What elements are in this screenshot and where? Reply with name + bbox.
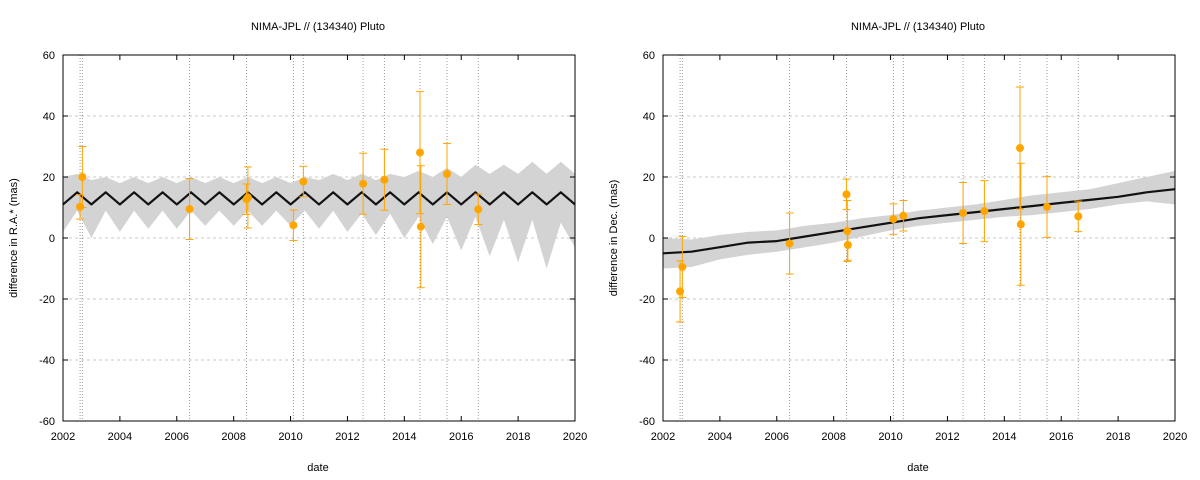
x-tick-label: 2002 (51, 431, 75, 443)
y-tick-label: -60 (39, 416, 55, 428)
data-point (676, 287, 685, 296)
data-point (380, 175, 389, 184)
data-point (299, 177, 308, 186)
data-point (1015, 144, 1024, 153)
data-point (76, 202, 85, 211)
y-tick-label: 0 (49, 233, 55, 245)
data-point (980, 207, 989, 216)
data-point (1074, 212, 1083, 221)
x-tick-label: 2006 (165, 431, 189, 443)
chart-dec: NIMA-JPL // (134340) Pluto date differen… (608, 21, 1187, 474)
x-tick-label: 2014 (392, 431, 416, 443)
data-point (785, 239, 794, 248)
x-tick-label: 2018 (1106, 431, 1130, 443)
x-tick-label: 2020 (1163, 431, 1187, 443)
chart-dec-ylabel: difference in Dec. (mas) (608, 180, 620, 297)
data-point (1016, 220, 1025, 229)
data-point (289, 221, 298, 230)
x-tick-label: 2014 (992, 431, 1016, 443)
chart-dec-plot-area: -60 -40 -20 0 20 40 60 2002 2004 2006 2008 2010 2012… (639, 50, 1187, 443)
x-tick-label: 2018 (506, 431, 530, 443)
y-tick-label: -40 (639, 355, 655, 367)
x-tick-label: 2010 (878, 431, 902, 443)
data-point (415, 148, 424, 157)
data-point (678, 262, 687, 271)
data-point (416, 222, 425, 231)
chart-ra-plot-area: -60 -40 -20 0 20 40 60 2002 2004 2006 2008 2010 2012… (39, 50, 587, 443)
x-tick-label: 2010 (278, 431, 302, 443)
x-tick-label: 2012 (335, 431, 359, 443)
x-tick-label: 2006 (765, 431, 789, 443)
data-point (899, 211, 908, 220)
data-point (185, 205, 194, 214)
plot-frame (62, 54, 576, 422)
x-tick-label: 2008 (821, 431, 845, 443)
chart-dec-title: NIMA-JPL // (134340) Pluto (851, 21, 985, 33)
y-tick-label: 60 (43, 50, 55, 62)
data-point (1043, 202, 1051, 211)
y-tick-label: 0 (649, 233, 655, 245)
data-point (843, 241, 852, 250)
y-tick-label: 20 (43, 172, 55, 184)
y-tick-label: 60 (643, 50, 655, 62)
x-tick-label: 2012 (935, 431, 959, 443)
uncertainty-band (63, 161, 575, 269)
x-tick-label: 2020 (563, 431, 587, 443)
chart-ra-title: NIMA-JPL // (134340) Pluto (251, 21, 385, 33)
chart-ra-xlabel: date (307, 462, 328, 474)
y-tick-label: -20 (639, 294, 655, 306)
data-point (959, 208, 968, 217)
chart-ra: NIMA-JPL // (134340) Pluto date differen… (8, 21, 587, 474)
data-point (842, 190, 851, 199)
uncertainty-band (663, 170, 1175, 269)
x-tick-label: 2016 (449, 431, 473, 443)
data-point (243, 193, 252, 202)
x-tick-label: 2004 (708, 431, 732, 443)
chart-ra-ylabel: difference in R.A.* (mas) (8, 178, 20, 298)
y-tick-label: -40 (39, 355, 55, 367)
y-tick-label: 20 (643, 172, 655, 184)
data-point (843, 226, 852, 235)
data-point (889, 215, 898, 224)
data-point (443, 169, 451, 178)
y-tick-label: -20 (39, 294, 55, 306)
model-line (662, 188, 1176, 255)
model-line (62, 191, 576, 206)
chart-dec-xlabel: date (907, 462, 928, 474)
x-tick-label: 2002 (651, 431, 675, 443)
y-tick-label: 40 (43, 111, 55, 123)
y-tick-label: 40 (643, 111, 655, 123)
data-point (359, 179, 368, 188)
x-tick-label: 2016 (1049, 431, 1073, 443)
x-tick-label: 2008 (221, 431, 245, 443)
data-point (474, 205, 483, 214)
y-tick-label: -60 (639, 416, 655, 428)
data-point (78, 173, 87, 181)
x-tick-label: 2004 (108, 431, 132, 443)
